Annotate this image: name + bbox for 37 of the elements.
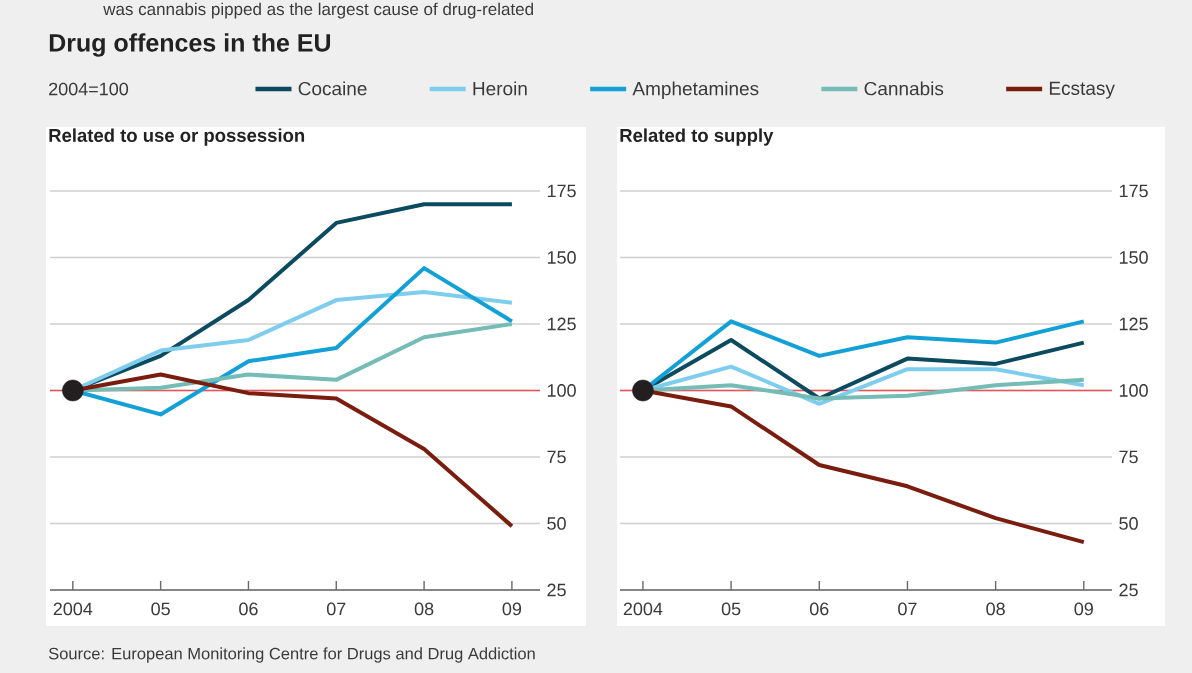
- x-tick-label: 06: [809, 602, 829, 616]
- x-tick-label: 2004: [53, 602, 93, 616]
- x-tick-label: 07: [898, 602, 917, 616]
- y-tick-label: 125: [547, 317, 576, 331]
- y-tick-label: 25: [547, 583, 566, 597]
- chart-subtitle: Related to use or possession: [49, 128, 305, 146]
- y-tick-label: 75: [547, 450, 566, 464]
- x-tick-label: 08: [414, 602, 434, 616]
- x-tick-label: 06: [239, 602, 258, 616]
- legend-label: Cannabis: [864, 81, 944, 96]
- chart-subtitle: Related to supply: [620, 128, 774, 146]
- y-tick-label: 75: [1119, 450, 1138, 464]
- x-tick-label: 08: [986, 602, 1005, 616]
- y-tick-label: 50: [1119, 517, 1138, 530]
- y-tick-label: 100: [547, 384, 576, 397]
- x-tick-label: 07: [326, 602, 346, 616]
- y-tick-label: 100: [1119, 384, 1148, 397]
- x-tick-label: 09: [1074, 602, 1093, 616]
- y-tick-label: 150: [547, 251, 576, 264]
- x-tick-label: 2004: [623, 602, 663, 616]
- y-tick-label: 175: [547, 184, 576, 198]
- legend-label: Ecstasy: [1049, 81, 1115, 99]
- y-tick-label: 25: [1119, 583, 1138, 597]
- source-note: Source: European Monitoring Centre for Drugs and Drug Addiction: [48, 647, 535, 663]
- y-axis-title: 2004=100: [49, 82, 129, 96]
- x-tick-label: 05: [151, 602, 170, 616]
- y-tick-label: 125: [1119, 317, 1148, 331]
- legend-label: Heroin: [473, 81, 527, 96]
- y-tick-label: 50: [547, 517, 566, 530]
- legend-label: Amphetamines: [632, 81, 759, 100]
- y-tick-label: 150: [1119, 251, 1148, 264]
- x-tick-label: 09: [502, 602, 522, 616]
- x-tick-label: 05: [721, 602, 741, 616]
- chart-title: Drug offences in the EU: [49, 33, 331, 57]
- text: was cannabis pipped as the largest cause of drug-related: [103, 2, 533, 19]
- y-tick-label: 175: [1119, 184, 1148, 198]
- legend-label: Cocaine: [298, 81, 367, 96]
